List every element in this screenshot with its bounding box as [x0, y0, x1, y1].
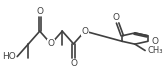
Text: O: O	[81, 27, 88, 36]
Text: HO: HO	[2, 52, 16, 61]
Text: O: O	[36, 7, 43, 16]
Text: O: O	[151, 37, 158, 46]
Text: O: O	[70, 59, 77, 68]
Text: CH₃: CH₃	[148, 46, 163, 55]
Text: O: O	[113, 13, 120, 22]
Text: O: O	[48, 39, 54, 48]
